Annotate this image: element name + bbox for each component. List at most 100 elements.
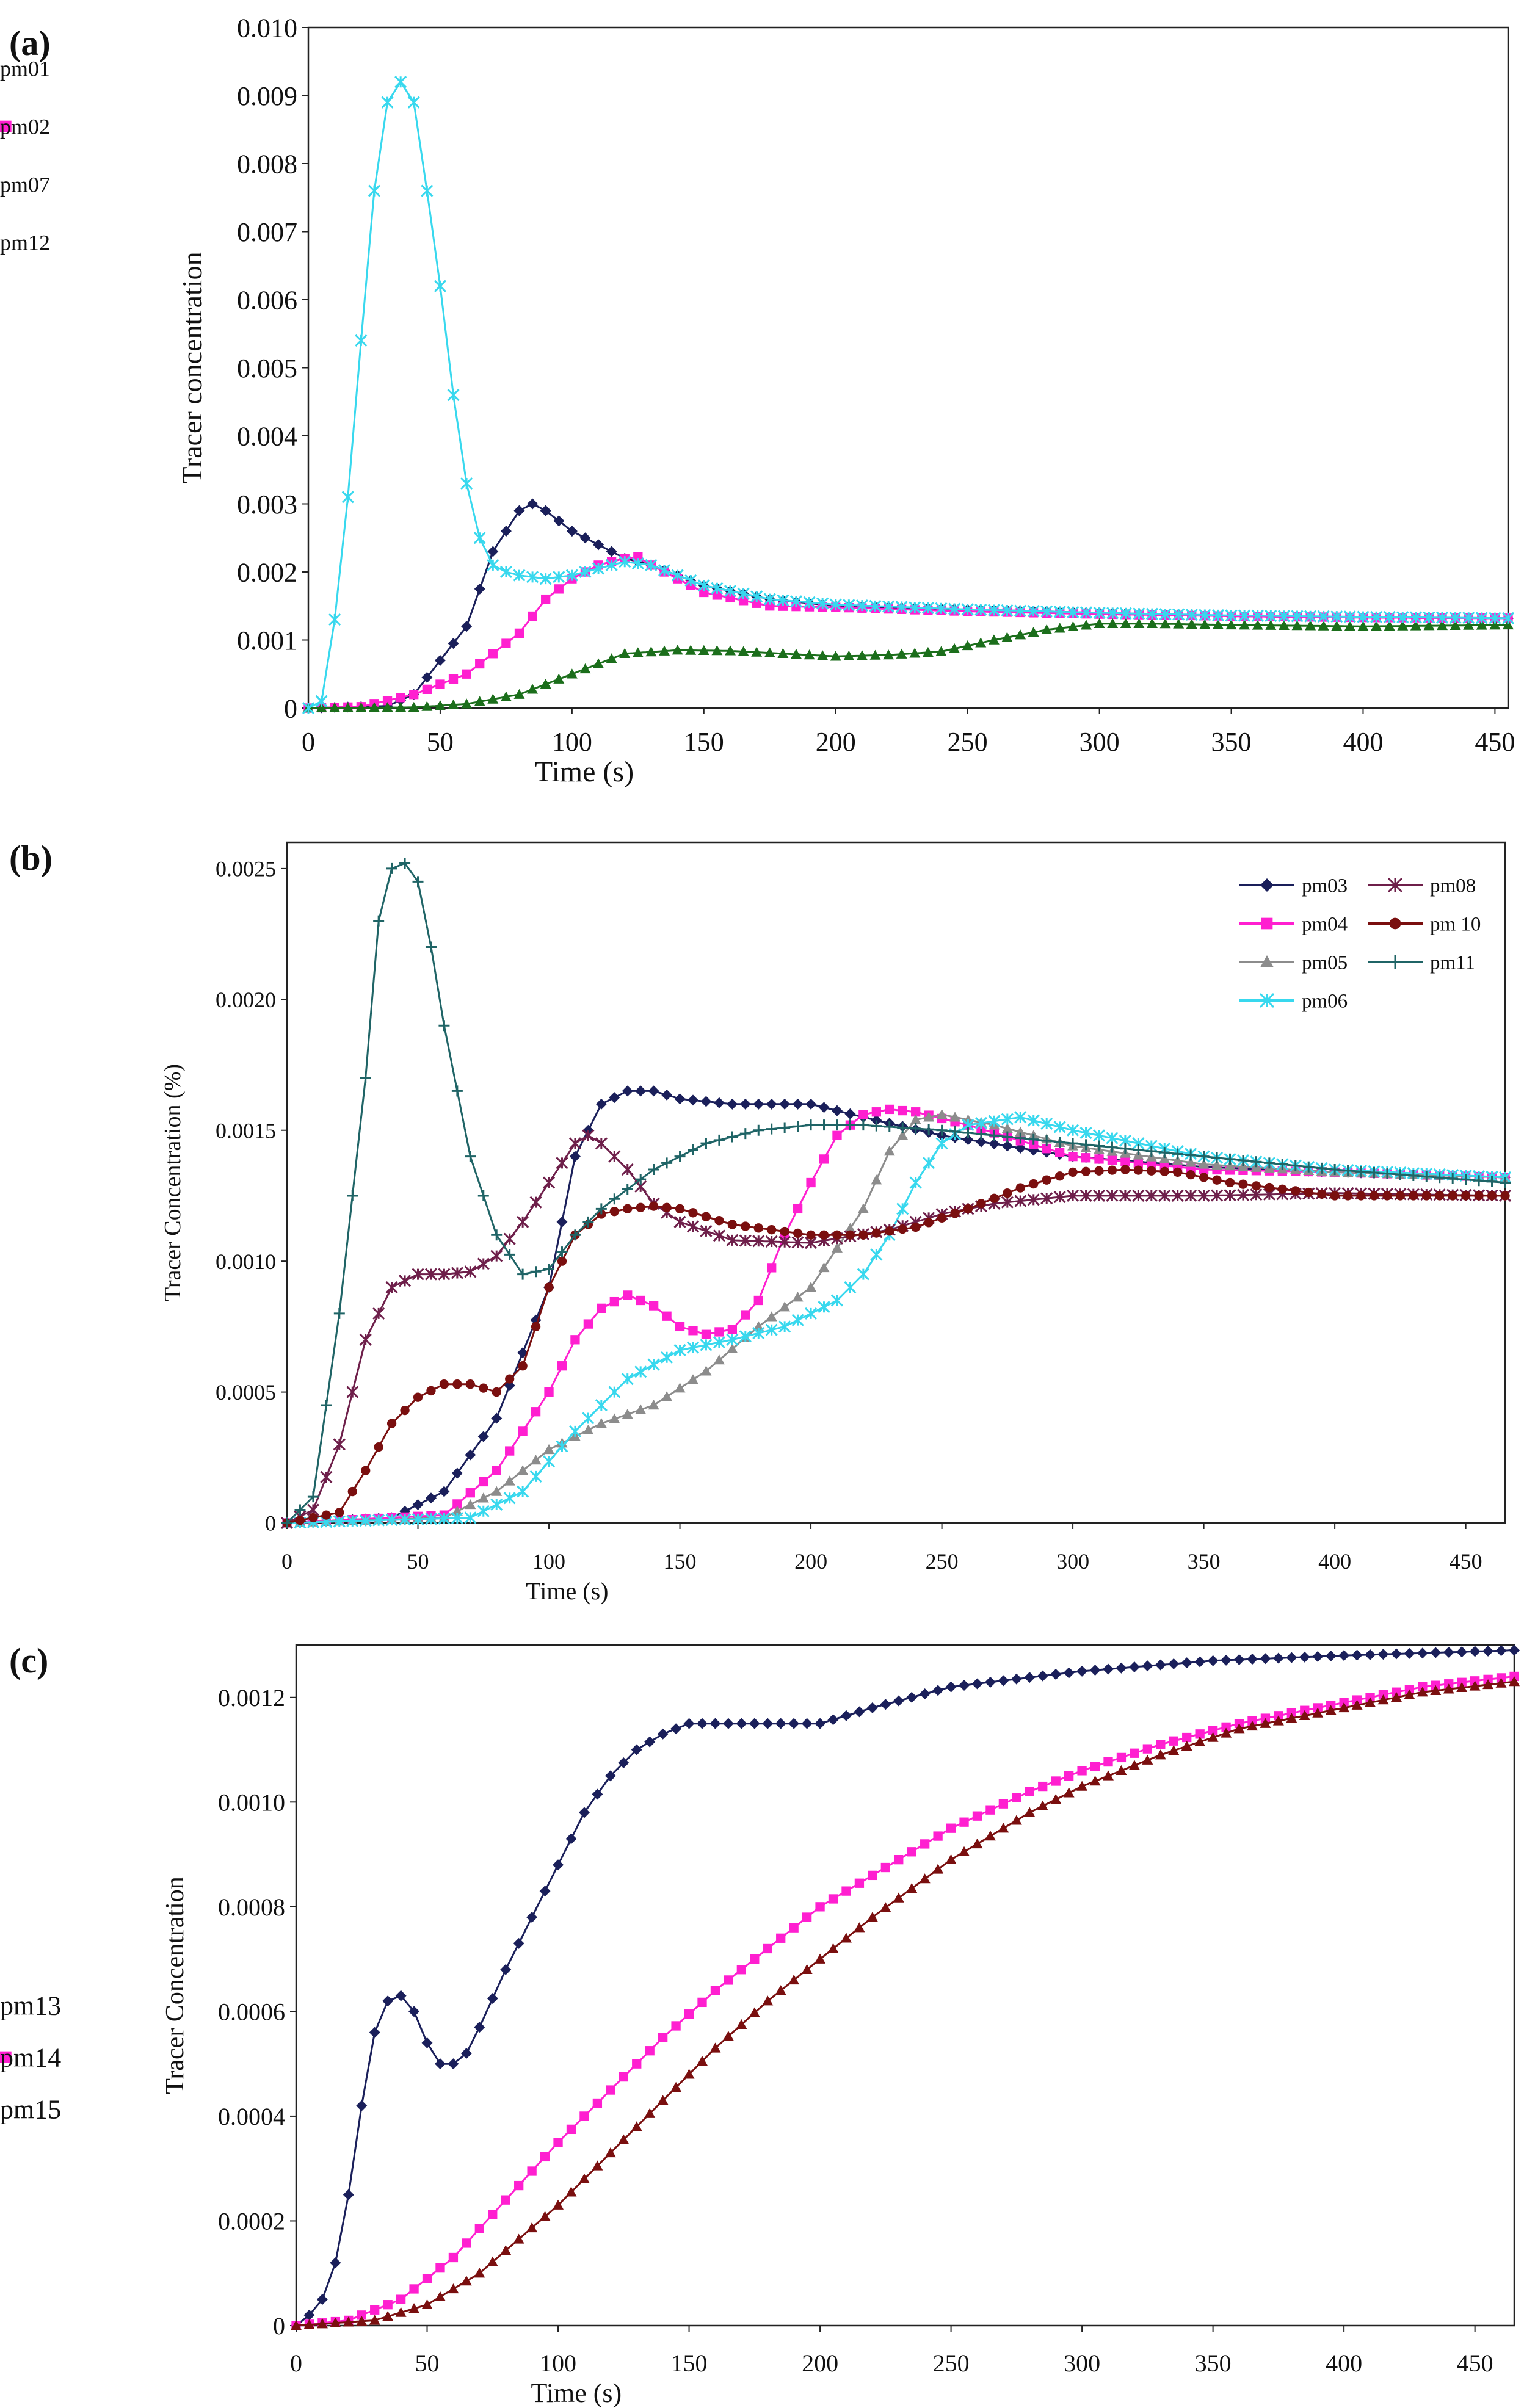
plot-frame [307,26,1509,709]
data-point [477,1492,489,1503]
data-point [452,1379,462,1389]
data-point [544,1387,554,1397]
data-point [1383,610,1396,624]
data-point [452,1499,462,1509]
x-tick-label: 250 [926,1549,959,1574]
data-point [1236,1188,1250,1201]
data-point [1430,1647,1442,1658]
data-point [697,1997,707,2008]
data-point [399,858,411,869]
data-point [1211,609,1225,621]
data-point [461,621,473,632]
data-point [492,1387,501,1397]
data-point [399,1513,412,1526]
data-point [302,701,315,715]
data-point [422,2274,432,2283]
data-point [858,1230,868,1240]
data-point [722,1718,734,1729]
data-point [1447,1173,1459,1184]
data-point [501,2195,510,2205]
chart-panel-2: (b) 0 0.0005 0.0010 0.0015 0.0020 0.0025 0 50 100… [9,838,1512,1605]
data-point [1094,1154,1104,1164]
data-point [885,1226,894,1236]
data-point [1473,1175,1485,1187]
data-point [998,1675,1009,1687]
x-tick-label: 350 [1195,2349,1232,2377]
data-point [727,1131,738,1143]
data-point [712,590,722,600]
y-tick-label: 0.004 [237,421,297,451]
data-point [1185,1149,1197,1161]
data-point [1120,1157,1130,1166]
data-point [438,1020,450,1032]
data-point [412,1499,424,1510]
data-point [1291,1186,1301,1196]
data-point [1260,1718,1271,1728]
data-point [1028,626,1039,637]
y-axis-label: Tracer Concentration [161,1876,189,2094]
data-point [582,1412,595,1425]
data-point [1443,1683,1454,1694]
data-point [738,646,749,656]
data-point [882,600,895,613]
data-point [1390,1691,1402,1702]
data-point [609,1092,620,1104]
data-point [413,1392,423,1402]
data-point [644,2108,656,2118]
data-point [622,1184,633,1195]
data-point [395,702,407,712]
data-point [1169,1736,1178,1746]
data-point [1107,1155,1117,1165]
data-point [622,1409,633,1419]
data-point [1449,611,1462,624]
data-point [1147,1159,1156,1170]
data-point [1146,618,1158,628]
data-point [1368,1167,1380,1179]
data-point [739,1234,752,1247]
data-point [1103,1757,1113,1767]
data-point [487,693,499,704]
data-point [408,2006,420,2017]
y-tick-label: 0.009 [237,81,297,111]
data-point [556,1440,568,1453]
y-tick-label: 0 [284,693,297,723]
x-tick-label: 300 [1080,727,1120,757]
data-point [844,1108,856,1119]
data-point [962,1134,974,1146]
data-point [583,1319,593,1329]
data-point [623,1290,633,1300]
data-point [631,2121,642,2131]
data-point [315,695,328,707]
data-point [566,2124,576,2135]
data-point [597,1303,606,1313]
data-point [919,1873,931,1884]
data-point [543,1264,555,1275]
data-point [815,1902,825,1912]
data-point [424,1268,438,1281]
data-point [971,1838,983,1849]
data-point [553,571,565,584]
data-point [1317,610,1330,623]
plot-frame [286,841,1506,1524]
data-point [513,505,525,516]
data-point [816,597,829,610]
data-point [540,2152,550,2162]
data-point [1489,620,1501,630]
data-point [1448,1191,1457,1201]
data-point [883,649,894,660]
data-point [1076,1665,1088,1677]
data-point [1053,606,1066,618]
data-point [1475,612,1488,624]
data-point [382,696,393,706]
data-point [831,1119,843,1131]
legend-marker [1260,878,1274,892]
data-point [451,1467,463,1479]
data-point [923,1112,935,1122]
data-point [465,1379,475,1389]
data-point [425,1492,437,1504]
data-point [1051,1776,1061,1786]
data-point [462,2238,471,2248]
data-point [1370,610,1383,623]
data-point [1067,1189,1080,1202]
data-point [688,1208,698,1218]
